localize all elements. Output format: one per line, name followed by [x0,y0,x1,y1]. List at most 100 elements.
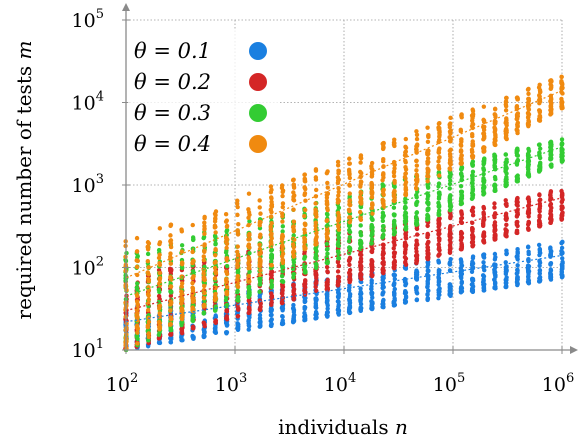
data-point [492,155,498,160]
data-point [515,199,520,205]
data-point [482,124,487,130]
data-point [526,114,531,119]
data-point [481,146,486,151]
data-point [347,246,353,251]
data-point [156,332,162,337]
data-point [324,241,330,247]
data-point [291,260,297,265]
data-point [302,288,307,294]
data-point [358,160,363,165]
data-point [559,158,565,163]
data-point [202,220,207,225]
data-point [370,167,375,173]
data-point [414,252,420,258]
data-point [481,239,486,244]
data-point [415,177,420,182]
data-point [235,314,240,319]
data-point [447,261,452,266]
data-point [459,112,464,117]
series-1-points [123,239,565,351]
data-point [168,308,173,313]
data-point [403,196,408,202]
data-point [303,285,308,290]
series-3-fit-line [125,146,563,297]
data-point [145,247,151,252]
data-point [146,241,152,246]
data-point [470,276,476,282]
data-point [470,107,475,112]
data-point [336,168,342,174]
data-point [212,225,218,230]
data-point [369,291,374,297]
data-point [157,314,163,320]
data-point [236,258,241,263]
data-point [157,252,162,257]
data-point [493,114,498,120]
data-point [548,108,554,113]
data-point [559,269,565,275]
data-point [436,280,442,285]
data-point [325,212,330,217]
data-point [425,280,430,286]
data-point [470,169,476,175]
data-point [559,275,565,280]
data-point [247,236,252,242]
data-point [470,228,475,234]
data-point [425,125,430,130]
data-point [559,193,565,198]
data-point [459,209,464,214]
data-point [493,236,498,242]
data-point [458,149,464,154]
data-point [347,223,352,228]
data-point [392,198,397,204]
data-point [303,186,308,192]
data-point [145,307,151,313]
data-point [448,214,453,220]
data-point [258,304,263,309]
data-point [325,251,330,256]
data-point [380,197,385,203]
data-point [559,81,565,87]
data-point [201,287,207,293]
data-point [514,222,520,227]
data-point [313,236,319,241]
data-point [515,152,520,158]
data-point [335,197,341,202]
data-point [415,232,420,237]
data-point [313,239,319,245]
data-point [358,308,363,314]
data-point [135,281,140,286]
data-point [391,261,397,267]
data-point [458,183,464,189]
data-point [224,269,229,274]
data-point [425,179,430,184]
data-point [526,159,532,164]
data-point [447,229,453,235]
data-point [235,298,241,303]
y-tick-label: 105 [72,7,104,32]
data-point [324,264,330,270]
data-point [314,280,319,286]
data-point [481,191,487,196]
data-point [459,161,464,166]
data-point [414,226,420,232]
data-point [246,285,252,291]
data-point [257,316,263,321]
data-point [291,207,296,212]
data-point [335,274,341,280]
data-point [347,234,353,240]
data-point [448,293,453,299]
data-point [370,264,375,269]
data-point [503,284,508,290]
data-point [201,296,207,301]
data-point [526,195,531,200]
data-point [458,270,464,276]
data-point [369,269,374,274]
data-point [480,279,486,285]
data-point [470,141,475,147]
data-point [369,185,375,191]
data-point [481,131,487,137]
data-point [235,229,240,234]
data-point [492,138,498,144]
data-point [247,308,252,313]
